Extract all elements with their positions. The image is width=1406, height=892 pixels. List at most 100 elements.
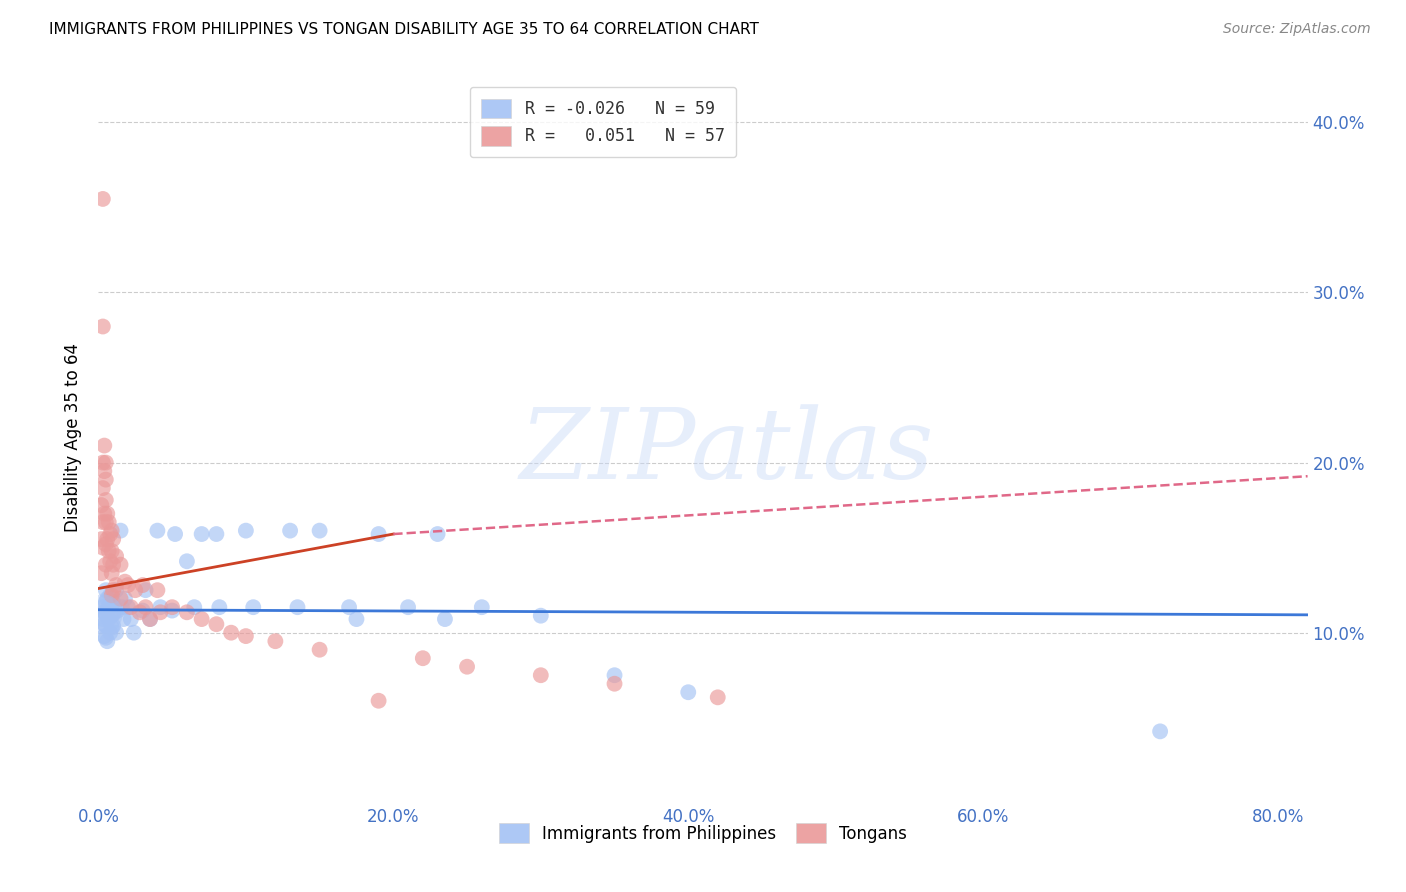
Point: [112, 612, 135, 626]
Point: [90, 566, 112, 581]
Point: [135, 600, 157, 615]
Point: [94, 493, 117, 508]
Point: [456, 659, 478, 673]
Point: [190, 527, 212, 541]
Point: [111, 600, 134, 615]
Point: [101, 583, 124, 598]
Point: [101, 619, 124, 633]
Point: [128, 605, 150, 619]
Point: [96, 507, 118, 521]
Point: [242, 600, 264, 615]
Text: IMMIGRANTS FROM PHILIPPINES VS TONGAN DISABILITY AGE 35 TO 64 CORRELATION CHART: IMMIGRANTS FROM PHILIPPINES VS TONGAN DI…: [49, 22, 759, 37]
Point: [678, 685, 700, 699]
Point: [530, 608, 553, 623]
Point: [117, 600, 139, 615]
Point: [176, 554, 198, 568]
Point: [264, 634, 287, 648]
Point: [94, 619, 117, 633]
Point: [94, 607, 117, 621]
Point: [149, 605, 172, 619]
Point: [105, 583, 128, 598]
Point: [183, 600, 205, 615]
Point: [278, 524, 301, 538]
Point: [114, 574, 136, 589]
Point: [117, 578, 139, 592]
Point: [94, 515, 117, 529]
Point: [120, 612, 142, 626]
Point: [98, 625, 121, 640]
Point: [100, 599, 122, 613]
Point: [208, 600, 231, 615]
Point: [124, 583, 146, 598]
Point: [101, 595, 124, 609]
Point: [100, 544, 122, 558]
Point: [114, 591, 136, 606]
Point: [93, 464, 115, 478]
Point: [93, 629, 115, 643]
Point: [412, 651, 434, 665]
Point: [100, 566, 122, 581]
Point: [337, 600, 360, 615]
Point: [90, 532, 112, 546]
Point: [396, 600, 419, 615]
Point: [135, 583, 157, 598]
Point: [367, 527, 389, 541]
Point: [100, 608, 122, 623]
Point: [94, 456, 117, 470]
Point: [100, 588, 122, 602]
Point: [105, 625, 128, 640]
Point: [139, 612, 162, 626]
Point: [433, 612, 456, 626]
Point: [1149, 724, 1171, 739]
Point: [100, 621, 122, 635]
Point: [146, 524, 169, 538]
Point: [93, 439, 115, 453]
Point: [97, 600, 120, 615]
Point: [149, 600, 172, 615]
Point: [110, 524, 132, 538]
Point: [235, 524, 257, 538]
Point: [205, 527, 228, 541]
Point: [160, 604, 183, 618]
Point: [90, 498, 112, 512]
Point: [122, 625, 145, 640]
Point: [131, 578, 153, 592]
Point: [91, 481, 114, 495]
Point: [98, 527, 121, 541]
Point: [93, 605, 115, 619]
Point: [91, 192, 114, 206]
Point: [94, 537, 117, 551]
Point: [101, 532, 124, 546]
Point: [367, 694, 389, 708]
Point: [105, 578, 128, 592]
Point: [131, 604, 153, 618]
Legend: Immigrants from Philippines, Tongans: Immigrants from Philippines, Tongans: [492, 817, 914, 849]
Point: [205, 617, 228, 632]
Point: [110, 591, 132, 606]
Point: [93, 617, 115, 632]
Point: [107, 604, 129, 618]
Point: [91, 600, 114, 615]
Point: [96, 634, 118, 648]
Point: [98, 554, 121, 568]
Point: [160, 600, 183, 615]
Point: [190, 612, 212, 626]
Point: [471, 600, 494, 615]
Point: [308, 642, 330, 657]
Point: [100, 524, 122, 538]
Point: [706, 690, 728, 705]
Point: [94, 583, 117, 598]
Point: [91, 612, 114, 626]
Point: [176, 605, 198, 619]
Point: [219, 625, 242, 640]
Point: [93, 507, 115, 521]
Point: [105, 549, 128, 563]
Point: [426, 527, 449, 541]
Point: [235, 629, 257, 643]
Point: [346, 612, 368, 626]
Point: [94, 595, 117, 609]
Point: [91, 319, 114, 334]
Point: [120, 600, 142, 615]
Point: [139, 612, 162, 626]
Point: [101, 558, 124, 572]
